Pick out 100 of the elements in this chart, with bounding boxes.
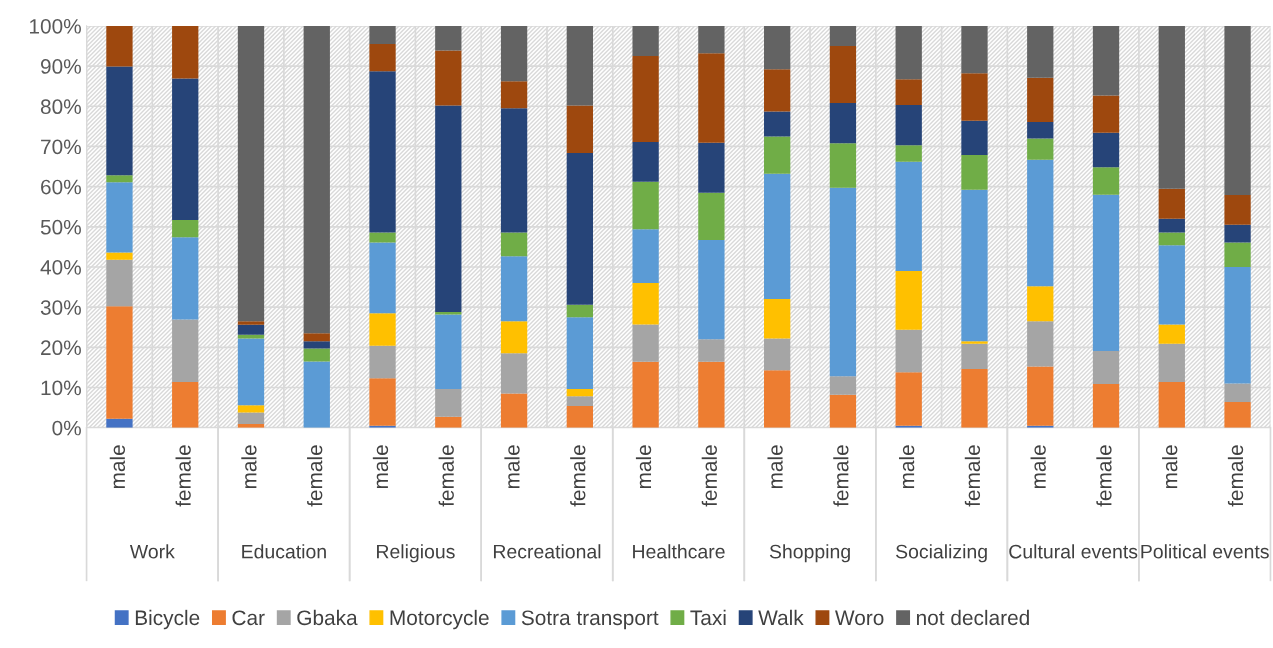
- x-tick-label: male: [504, 445, 520, 489]
- bar: [1027, 159, 1054, 287]
- bar: [1224, 383, 1251, 402]
- bar: [500, 353, 528, 394]
- bar: [1027, 121, 1054, 139]
- bar: [1158, 324, 1185, 344]
- x-tick-label: female: [570, 445, 586, 507]
- x-tick-label: female: [307, 445, 323, 507]
- bar: [500, 232, 528, 257]
- text: Healthcare: [633, 544, 725, 559]
- bar: [764, 299, 791, 339]
- bar: [106, 418, 133, 428]
- bar: [566, 405, 594, 428]
- bar: [1027, 77, 1054, 122]
- x-tick-label: male: [767, 445, 783, 489]
- x-tick-label: female: [964, 445, 981, 507]
- bar: [566, 304, 594, 318]
- bar: [895, 25, 922, 80]
- bar: [106, 252, 133, 260]
- text: Cultural events: [1009, 544, 1138, 559]
- bar: [829, 394, 857, 428]
- legend-label: Walk: [758, 609, 804, 626]
- bar: [961, 25, 988, 74]
- bar: [106, 25, 133, 67]
- bar: [566, 396, 594, 406]
- y-tick-label: 10%: [41, 380, 81, 396]
- x-tick-label: male: [1162, 445, 1178, 489]
- bar: [500, 108, 528, 233]
- y-tick-label: 50%: [40, 219, 81, 235]
- y-tick-label: 70%: [41, 139, 81, 155]
- bar: [1158, 188, 1185, 219]
- bar: [1092, 167, 1120, 195]
- bar: [829, 25, 857, 47]
- text: Recreational: [493, 544, 601, 559]
- bar: [172, 78, 199, 220]
- bar: [764, 111, 791, 137]
- bar: [1224, 25, 1251, 196]
- bar: [369, 44, 396, 72]
- bar: [237, 321, 265, 325]
- bar: [829, 376, 857, 395]
- bar: [435, 50, 462, 106]
- bar: [1158, 218, 1185, 233]
- bar: [237, 25, 265, 322]
- bar: [435, 314, 462, 390]
- y-tick-label: 0%: [52, 420, 81, 436]
- bar: [895, 161, 922, 271]
- bar: [369, 25, 396, 44]
- y-tick-label: 100%: [30, 18, 81, 34]
- bar: [1158, 25, 1185, 189]
- bar: [1027, 366, 1054, 426]
- bar: [764, 173, 791, 300]
- bar: [435, 105, 462, 312]
- bar: [369, 378, 396, 426]
- bar: [764, 136, 791, 174]
- bar: [895, 372, 922, 426]
- bar: [566, 389, 594, 397]
- y-tick-label: 90%: [40, 59, 81, 74]
- bar: [172, 319, 199, 382]
- bar: [106, 182, 133, 253]
- bar: [632, 181, 659, 230]
- legend-label: Motorcycle: [390, 609, 489, 630]
- text: Education: [242, 544, 326, 559]
- bar: [106, 66, 133, 176]
- bar: [632, 56, 659, 143]
- text: Socializing: [896, 544, 987, 563]
- bar: [435, 416, 462, 428]
- bar: [1158, 381, 1185, 428]
- y-tick-label: 60%: [41, 179, 81, 195]
- bar: [764, 25, 791, 70]
- bar: [172, 381, 199, 428]
- bar: [1092, 350, 1120, 384]
- bar: [566, 317, 594, 390]
- text: Religious: [377, 544, 455, 563]
- x-tick-label: female: [1096, 445, 1112, 507]
- bar: [106, 306, 133, 419]
- bar: [172, 25, 199, 79]
- bar: [1158, 245, 1185, 325]
- legend-label: Gbaka: [297, 609, 358, 626]
- bar: [369, 313, 396, 346]
- x-tick-label: male: [109, 445, 126, 489]
- text: Work: [129, 544, 175, 559]
- text: Shopping: [769, 544, 850, 563]
- bar: [632, 361, 659, 428]
- x-tick-label: male: [635, 445, 652, 489]
- x-tick-label: female: [833, 445, 849, 507]
- x-tick-label: female: [175, 445, 191, 507]
- bar: [1224, 401, 1251, 428]
- bar: [698, 339, 725, 362]
- x-tick-label: male: [1030, 445, 1046, 489]
- bar: [1027, 321, 1054, 367]
- legend-label: Bicycle: [135, 609, 200, 630]
- bar: [961, 73, 988, 121]
- bar: [895, 105, 922, 146]
- legend-label: Sotra transport: [521, 610, 659, 630]
- x-tick-label: male: [372, 445, 389, 489]
- bar: [566, 152, 594, 305]
- bar: [764, 69, 791, 112]
- bar: [1092, 25, 1120, 96]
- bar: [303, 341, 330, 349]
- bar: [961, 189, 988, 342]
